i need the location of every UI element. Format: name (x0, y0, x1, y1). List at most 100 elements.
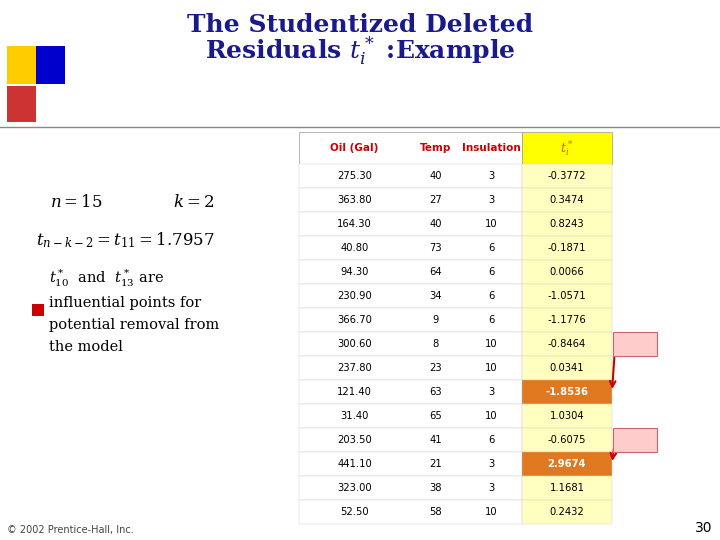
FancyBboxPatch shape (299, 132, 522, 164)
FancyBboxPatch shape (32, 304, 44, 316)
FancyBboxPatch shape (299, 428, 522, 452)
FancyBboxPatch shape (299, 452, 522, 476)
Text: 27: 27 (429, 194, 442, 205)
Text: 8: 8 (433, 339, 438, 349)
Text: 9: 9 (433, 315, 438, 325)
Text: 300.60: 300.60 (337, 339, 372, 349)
FancyBboxPatch shape (522, 235, 612, 260)
Text: -0.6075: -0.6075 (548, 435, 586, 445)
FancyBboxPatch shape (522, 284, 612, 308)
Text: 40.80: 40.80 (341, 242, 369, 253)
Text: $t_{10}^*$: $t_{10}^*$ (627, 335, 644, 353)
Text: 21: 21 (429, 459, 442, 469)
FancyBboxPatch shape (522, 132, 612, 164)
Text: $n = 15$: $n = 15$ (50, 194, 103, 211)
FancyBboxPatch shape (522, 260, 612, 284)
Text: 0.8243: 0.8243 (549, 219, 585, 228)
Text: 3: 3 (488, 483, 495, 493)
Text: 6: 6 (488, 315, 495, 325)
FancyBboxPatch shape (7, 86, 36, 122)
Text: 366.70: 366.70 (337, 315, 372, 325)
Text: 73: 73 (429, 242, 442, 253)
Text: 38: 38 (429, 483, 442, 493)
Text: 2.9674: 2.9674 (548, 459, 586, 469)
FancyBboxPatch shape (522, 332, 612, 356)
Text: 1.1681: 1.1681 (549, 483, 585, 493)
Text: 0.2432: 0.2432 (549, 507, 585, 517)
FancyBboxPatch shape (522, 308, 612, 332)
Text: 65: 65 (429, 411, 442, 421)
FancyBboxPatch shape (299, 260, 522, 284)
Text: 323.00: 323.00 (337, 483, 372, 493)
Text: 30: 30 (696, 521, 713, 535)
FancyBboxPatch shape (522, 452, 612, 476)
Text: 230.90: 230.90 (337, 291, 372, 301)
Text: 10: 10 (485, 219, 498, 228)
Text: 441.10: 441.10 (337, 459, 372, 469)
Text: $k = 2$: $k = 2$ (173, 194, 214, 211)
FancyBboxPatch shape (299, 332, 522, 356)
Text: $t_i^*$: $t_i^*$ (560, 138, 574, 158)
Text: -1.1776: -1.1776 (548, 315, 586, 325)
Text: 31.40: 31.40 (341, 411, 369, 421)
Text: 58: 58 (429, 507, 442, 517)
FancyBboxPatch shape (299, 308, 522, 332)
Text: 10: 10 (485, 507, 498, 517)
FancyBboxPatch shape (299, 380, 522, 404)
FancyBboxPatch shape (613, 332, 657, 355)
FancyBboxPatch shape (299, 164, 522, 187)
FancyBboxPatch shape (522, 500, 612, 524)
Text: 164.30: 164.30 (337, 219, 372, 228)
Text: 10: 10 (485, 363, 498, 373)
FancyBboxPatch shape (36, 46, 65, 84)
FancyBboxPatch shape (299, 500, 522, 524)
Text: 34: 34 (429, 291, 442, 301)
Text: 94.30: 94.30 (341, 267, 369, 276)
Text: 1.0304: 1.0304 (549, 411, 585, 421)
Text: -0.8464: -0.8464 (548, 339, 586, 349)
Text: 275.30: 275.30 (337, 171, 372, 180)
FancyBboxPatch shape (299, 187, 522, 212)
Text: 52.50: 52.50 (341, 507, 369, 517)
FancyBboxPatch shape (613, 428, 657, 451)
Text: 23: 23 (429, 363, 442, 373)
FancyBboxPatch shape (299, 404, 522, 428)
Text: 63: 63 (429, 387, 442, 397)
Text: Residuals $t_i^*$ :Example: Residuals $t_i^*$ :Example (204, 35, 516, 68)
FancyBboxPatch shape (522, 380, 612, 404)
Text: 0.0341: 0.0341 (549, 363, 585, 373)
FancyBboxPatch shape (522, 404, 612, 428)
Text: The Studentized Deleted: The Studentized Deleted (187, 14, 533, 37)
Text: 6: 6 (488, 435, 495, 445)
Text: $t_{10}^*$  and  $t_{13}^*$ are
influential points for
potential removal from
th: $t_{10}^*$ and $t_{13}^*$ are influentia… (49, 267, 219, 354)
Text: $t_{n-k-2} = t_{11} = 1.7957$: $t_{n-k-2} = t_{11} = 1.7957$ (36, 231, 215, 250)
Text: © 2002 Prentice-Hall, Inc.: © 2002 Prentice-Hall, Inc. (7, 524, 134, 535)
Text: 6: 6 (488, 267, 495, 276)
FancyBboxPatch shape (299, 356, 522, 380)
FancyBboxPatch shape (522, 212, 612, 235)
Text: 3: 3 (488, 171, 495, 180)
Text: 40: 40 (429, 171, 442, 180)
Text: 121.40: 121.40 (337, 387, 372, 397)
FancyBboxPatch shape (522, 164, 612, 187)
Text: 363.80: 363.80 (337, 194, 372, 205)
Text: 0.3474: 0.3474 (549, 194, 585, 205)
Text: -1.8536: -1.8536 (546, 387, 588, 397)
Text: -1.0571: -1.0571 (548, 291, 586, 301)
Text: 64: 64 (429, 267, 442, 276)
Text: Insulation: Insulation (462, 143, 521, 153)
Text: 237.80: 237.80 (337, 363, 372, 373)
Text: Temp: Temp (420, 143, 451, 153)
Text: 3: 3 (488, 387, 495, 397)
FancyBboxPatch shape (522, 187, 612, 212)
Text: 10: 10 (485, 339, 498, 349)
Text: Oil (Gal): Oil (Gal) (330, 143, 379, 153)
FancyBboxPatch shape (522, 356, 612, 380)
Text: 3: 3 (488, 459, 495, 469)
FancyBboxPatch shape (522, 476, 612, 500)
Text: 0.0066: 0.0066 (549, 267, 585, 276)
FancyBboxPatch shape (299, 235, 522, 260)
Text: 6: 6 (488, 242, 495, 253)
Text: $t_{13}^*$: $t_{13}^*$ (628, 431, 643, 449)
Text: -0.1871: -0.1871 (548, 242, 586, 253)
